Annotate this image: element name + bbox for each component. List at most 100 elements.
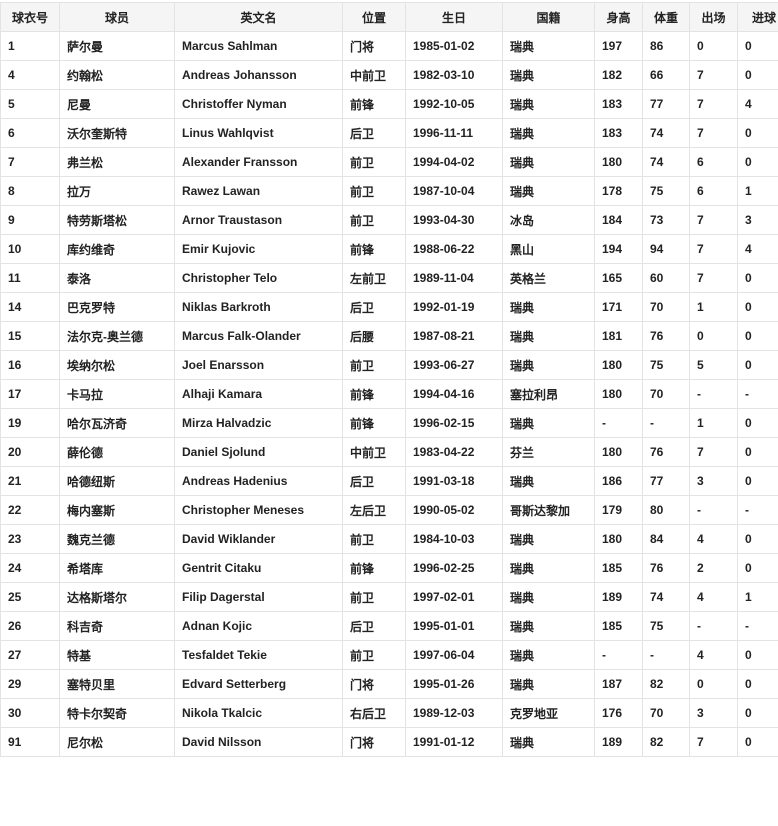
cell-position: 前锋	[342, 408, 406, 438]
column-header-goals: 进球	[737, 2, 778, 32]
cell-nationality: 瑞典	[502, 60, 595, 90]
column-header-weight: 体重	[642, 2, 690, 32]
cell-weight: 66	[642, 60, 690, 90]
cell-appearances: 0	[689, 31, 738, 61]
cell-nationality: 黑山	[502, 234, 595, 264]
cell-position: 前锋	[342, 89, 406, 119]
cell-goals: 0	[737, 292, 778, 322]
cell-goals: 0	[737, 524, 778, 554]
table-row: 24 希塔库 Gentrit Citaku 前锋 1996-02-25 瑞典 185 76 2 0	[0, 553, 778, 583]
cell-number: 20	[0, 437, 60, 467]
cell-height: 183	[594, 118, 643, 148]
cell-birthday: 1996-11-11	[405, 118, 503, 148]
cell-number: 7	[0, 147, 60, 177]
cell-nationality: 冰岛	[502, 205, 595, 235]
cell-english-name: Niklas Barkroth	[174, 292, 343, 322]
cell-weight: 70	[642, 698, 690, 728]
cell-birthday: 1995-01-01	[405, 611, 503, 641]
cell-goals: -	[737, 611, 778, 641]
cell-english-name: Adnan Kojic	[174, 611, 343, 641]
cell-english-name: Christopher Meneses	[174, 495, 343, 525]
cell-position: 中前卫	[342, 60, 406, 90]
cell-birthday: 1988-06-22	[405, 234, 503, 264]
cell-appearances: 7	[689, 437, 738, 467]
cell-player: 魏克兰德	[59, 524, 175, 554]
cell-position: 前卫	[342, 524, 406, 554]
cell-height: 180	[594, 147, 643, 177]
cell-english-name: Daniel Sjolund	[174, 437, 343, 467]
cell-number: 14	[0, 292, 60, 322]
cell-weight: 75	[642, 176, 690, 206]
cell-player: 特卡尔契奇	[59, 698, 175, 728]
cell-goals: 0	[737, 669, 778, 699]
cell-appearances: 0	[689, 321, 738, 351]
cell-player: 法尔克-奥兰德	[59, 321, 175, 351]
cell-goals: 0	[737, 147, 778, 177]
cell-appearances: -	[689, 611, 738, 641]
cell-english-name: Marcus Sahlman	[174, 31, 343, 61]
squad-table: 球衣号 球员 英文名 位置 生日 国籍 身高 体重 出场 进球 1 萨尔曼 Marcus Sahlma…	[0, 2, 778, 757]
cell-nationality: 瑞典	[502, 466, 595, 496]
table-row: 19 哈尔瓦济奇 Mirza Halvadzic 前锋 1996-02-15 瑞典 - -1 0	[0, 408, 778, 438]
cell-goals: 1	[737, 582, 778, 612]
cell-weight: 74	[642, 147, 690, 177]
cell-birthday: 1996-02-25	[405, 553, 503, 583]
cell-weight: 76	[642, 321, 690, 351]
cell-english-name: Joel Enarsson	[174, 350, 343, 380]
cell-nationality: 瑞典	[502, 669, 595, 699]
cell-player: 达格斯塔尔	[59, 582, 175, 612]
table-row: 6 沃尔奎斯特 Linus Wahlqvist 后卫 1996-11-11 瑞典 183 74…	[0, 118, 778, 148]
cell-weight: 75	[642, 350, 690, 380]
cell-english-name: David Wiklander	[174, 524, 343, 554]
cell-player: 卡马拉	[59, 379, 175, 409]
table-row: 22 梅内塞斯 Christopher Meneses 左后卫 1990-05-02 哥斯…	[0, 495, 778, 525]
cell-player: 科吉奇	[59, 611, 175, 641]
cell-nationality: 瑞典	[502, 640, 595, 670]
table-row: 1 萨尔曼 Marcus Sahlman 门将 1985-01-02 瑞典 197 86 0 0	[0, 31, 778, 61]
cell-number: 30	[0, 698, 60, 728]
table-row: 10 库约维奇 Emir Kujovic 前锋 1988-06-22 黑山 194 94 7 4	[0, 234, 778, 264]
cell-height: 189	[594, 582, 643, 612]
cell-weight: 76	[642, 553, 690, 583]
cell-weight: 76	[642, 437, 690, 467]
cell-appearances: -	[689, 495, 738, 525]
cell-player: 巴克罗特	[59, 292, 175, 322]
cell-player: 库约维奇	[59, 234, 175, 264]
cell-appearances: 2	[689, 553, 738, 583]
cell-appearances: 4	[689, 524, 738, 554]
cell-english-name: Emir Kujovic	[174, 234, 343, 264]
cell-position: 后卫	[342, 466, 406, 496]
cell-height: 181	[594, 321, 643, 351]
cell-player: 希塔库	[59, 553, 175, 583]
table-header: 球衣号 球员 英文名 位置 生日 国籍 身高 体重 出场 进球	[0, 2, 778, 32]
column-header-number: 球衣号	[0, 2, 60, 32]
table-row: 5 尼曼 Christoffer Nyman 前锋 1992-10-05 瑞典 183 77 7…	[0, 89, 778, 119]
table-row: 14 巴克罗特 Niklas Barkroth 后卫 1992-01-19 瑞典 171 70…	[0, 292, 778, 322]
cell-appearances: 7	[689, 205, 738, 235]
cell-player: 泰洛	[59, 263, 175, 293]
cell-weight: 77	[642, 89, 690, 119]
cell-goals: 0	[737, 640, 778, 670]
cell-position: 左前卫	[342, 263, 406, 293]
cell-weight: 80	[642, 495, 690, 525]
cell-weight: 75	[642, 611, 690, 641]
cell-birthday: 1994-04-02	[405, 147, 503, 177]
cell-english-name: Marcus Falk-Olander	[174, 321, 343, 351]
cell-appearances: 3	[689, 466, 738, 496]
cell-number: 10	[0, 234, 60, 264]
cell-weight: 70	[642, 292, 690, 322]
cell-position: 后卫	[342, 611, 406, 641]
table-row: 15 法尔克-奥兰德 Marcus Falk-Olander 后腰 1987-08-21…	[0, 321, 778, 351]
table-row: 9 特劳斯塔松 Arnor Traustason 前卫 1993-04-30 冰岛 184 7…	[0, 205, 778, 235]
cell-appearances: 0	[689, 669, 738, 699]
cell-height: 184	[594, 205, 643, 235]
cell-position: 门将	[342, 31, 406, 61]
cell-position: 前卫	[342, 350, 406, 380]
cell-birthday: 1983-04-22	[405, 437, 503, 467]
cell-height: 180	[594, 437, 643, 467]
column-header-english-name: 英文名	[174, 2, 343, 32]
cell-weight: 74	[642, 582, 690, 612]
cell-nationality: 瑞典	[502, 118, 595, 148]
table-row: 91 尼尔松 David Nilsson 门将 1991-01-12 瑞典 189 82 7 0	[0, 727, 778, 757]
cell-appearances: 7	[689, 89, 738, 119]
